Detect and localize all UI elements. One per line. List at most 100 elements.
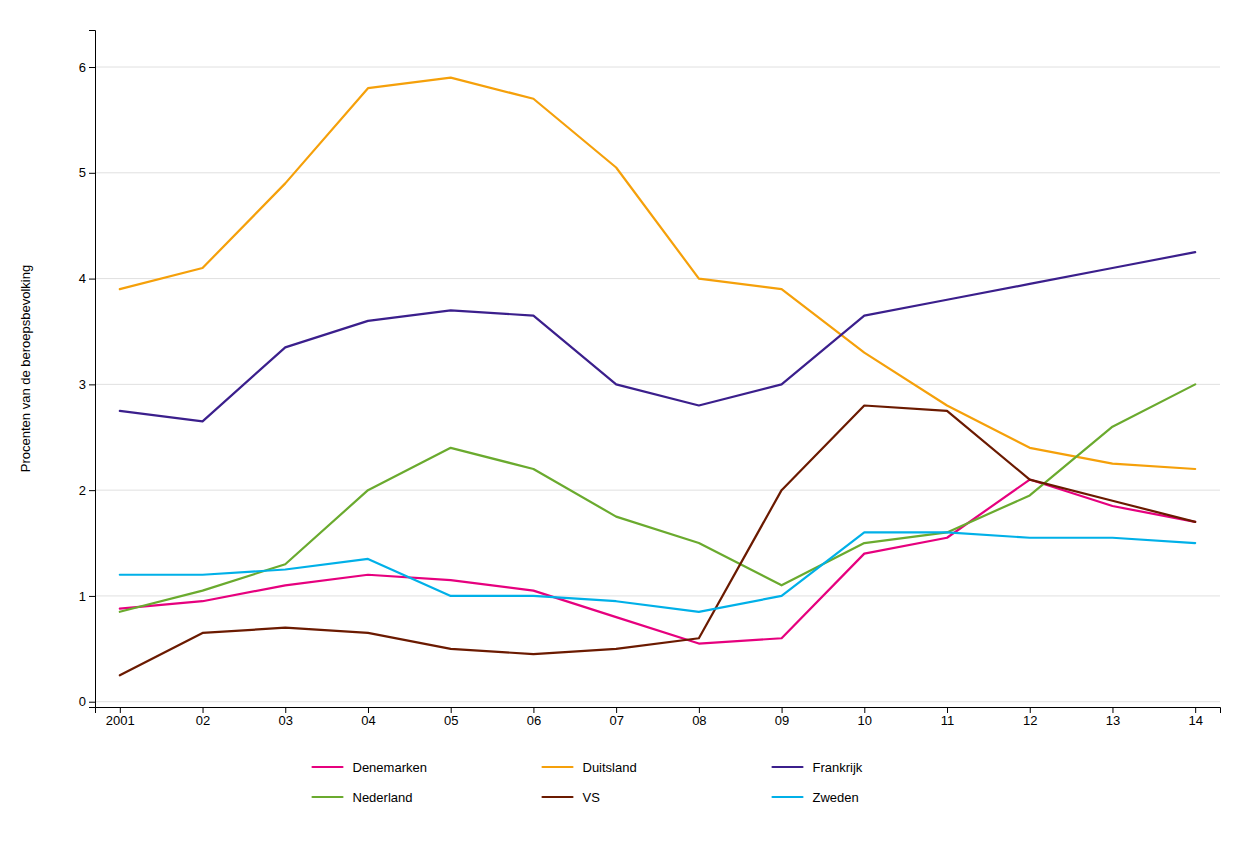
legend-label: Zweden <box>813 790 859 805</box>
legend-label: Duitsland <box>583 760 637 775</box>
x-tick-mark <box>451 707 452 713</box>
grid-line <box>95 384 1220 385</box>
series-line <box>120 78 1195 469</box>
legend-label: Nederland <box>353 790 413 805</box>
x-tick-mark <box>782 707 783 713</box>
legend-swatch <box>773 766 803 768</box>
legend-item: Zweden <box>773 790 859 805</box>
x-tick: 14 <box>1188 707 1202 728</box>
x-axis: 2001 02 03 04 05 06 07 08 09 10 11 12 13 14 <box>96 707 1221 728</box>
legend-swatch <box>313 796 343 798</box>
y-tick-mark <box>89 702 95 703</box>
y-tick: 1 <box>79 589 95 604</box>
x-tick-mark <box>368 707 369 713</box>
legend-item: Duitsland <box>543 760 637 775</box>
grid-line <box>95 67 1220 68</box>
y-tick-label: 3 <box>79 377 86 392</box>
y-tick-label: 0 <box>79 694 86 709</box>
x-tick-mark <box>699 707 700 713</box>
y-tick-label: 5 <box>79 165 86 180</box>
x-tick: 07 <box>609 707 623 728</box>
y-tick: 2 <box>79 483 95 498</box>
y-tick-label: 2 <box>79 483 86 498</box>
legend: Denemarken Duitsland Frankrijk Nederland VS Z… <box>313 760 863 805</box>
x-tick-mark <box>1030 707 1031 713</box>
x-tick-label: 03 <box>279 713 293 728</box>
y-tick: 0 <box>79 694 95 709</box>
grid-line <box>95 490 1220 491</box>
series-line <box>120 480 1195 644</box>
x-tick-mark <box>616 707 617 713</box>
y-tick-mark <box>89 173 95 174</box>
y-tick-mark <box>89 490 95 491</box>
y-tick-label: 1 <box>79 589 86 604</box>
series-line <box>120 252 1195 421</box>
y-tick-mark <box>89 596 95 597</box>
x-tick-label: 13 <box>1106 713 1120 728</box>
legend-item: Frankrijk <box>773 760 863 775</box>
x-axis-line <box>96 708 1221 714</box>
x-tick-label: 11 <box>941 713 955 728</box>
y-axis: 0 1 2 3 4 5 6 <box>79 31 96 710</box>
y-tick-mark <box>89 67 95 68</box>
x-tick-label: 05 <box>444 713 458 728</box>
x-tick: 13 <box>1106 707 1120 728</box>
x-tick: 02 <box>196 707 210 728</box>
x-tick-label: 07 <box>609 713 623 728</box>
legend-swatch <box>543 766 573 768</box>
x-tick-label: 02 <box>196 713 210 728</box>
y-tick: 4 <box>79 271 95 286</box>
x-tick-label: 10 <box>858 713 872 728</box>
x-tick-label: 12 <box>1023 713 1037 728</box>
x-tick: 04 <box>361 707 375 728</box>
legend-label: Denemarken <box>353 760 427 775</box>
y-tick-mark <box>89 384 95 385</box>
legend-label: VS <box>583 790 601 805</box>
x-tick: 09 <box>775 707 789 728</box>
y-tick: 6 <box>79 60 95 75</box>
legend-swatch <box>773 796 803 798</box>
legend-item: VS <box>543 790 601 805</box>
y-axis-label: Procenten van de beroepsbevolking <box>18 265 33 472</box>
x-tick-mark <box>120 707 121 713</box>
x-tick: 12 <box>1023 707 1037 728</box>
y-axis-line <box>89 31 96 708</box>
x-tick: 05 <box>444 707 458 728</box>
series-line <box>120 406 1195 676</box>
x-tick-mark <box>864 707 865 713</box>
x-tick-mark <box>285 707 286 713</box>
y-tick: 3 <box>79 377 95 392</box>
x-tick-label: 08 <box>692 713 706 728</box>
x-tick: 06 <box>527 707 541 728</box>
x-tick-label: 2001 <box>106 713 135 728</box>
legend-swatch <box>543 796 573 798</box>
x-tick: 11 <box>941 707 955 728</box>
grid-line <box>95 701 1220 702</box>
y-tick-mark <box>89 279 95 280</box>
legend-swatch <box>313 766 343 768</box>
x-tick-mark <box>947 707 948 713</box>
y-tick-label: 4 <box>79 271 86 286</box>
x-tick: 08 <box>692 707 706 728</box>
x-tick-label: 14 <box>1188 713 1202 728</box>
x-tick-mark <box>1112 707 1113 713</box>
legend-item: Denemarken <box>313 760 427 775</box>
x-tick-label: 04 <box>361 713 375 728</box>
x-tick-label: 06 <box>527 713 541 728</box>
x-tick: 10 <box>858 707 872 728</box>
lines <box>120 78 1195 676</box>
x-tick: 2001 <box>106 707 135 728</box>
x-tick-label: 09 <box>775 713 789 728</box>
x-tick-mark <box>533 707 534 713</box>
x-tick-mark <box>1195 707 1196 713</box>
chart: 0123456200102030405060708091011121314Pro… <box>0 0 1250 857</box>
grid <box>95 67 1220 702</box>
legend-item: Nederland <box>313 790 413 805</box>
x-tick-mark <box>203 707 204 713</box>
x-tick: 03 <box>279 707 293 728</box>
y-tick: 5 <box>79 165 95 180</box>
grid-line <box>95 172 1220 173</box>
y-tick-label: 6 <box>79 60 86 75</box>
series-line <box>120 532 1195 611</box>
grid-line <box>95 595 1220 596</box>
